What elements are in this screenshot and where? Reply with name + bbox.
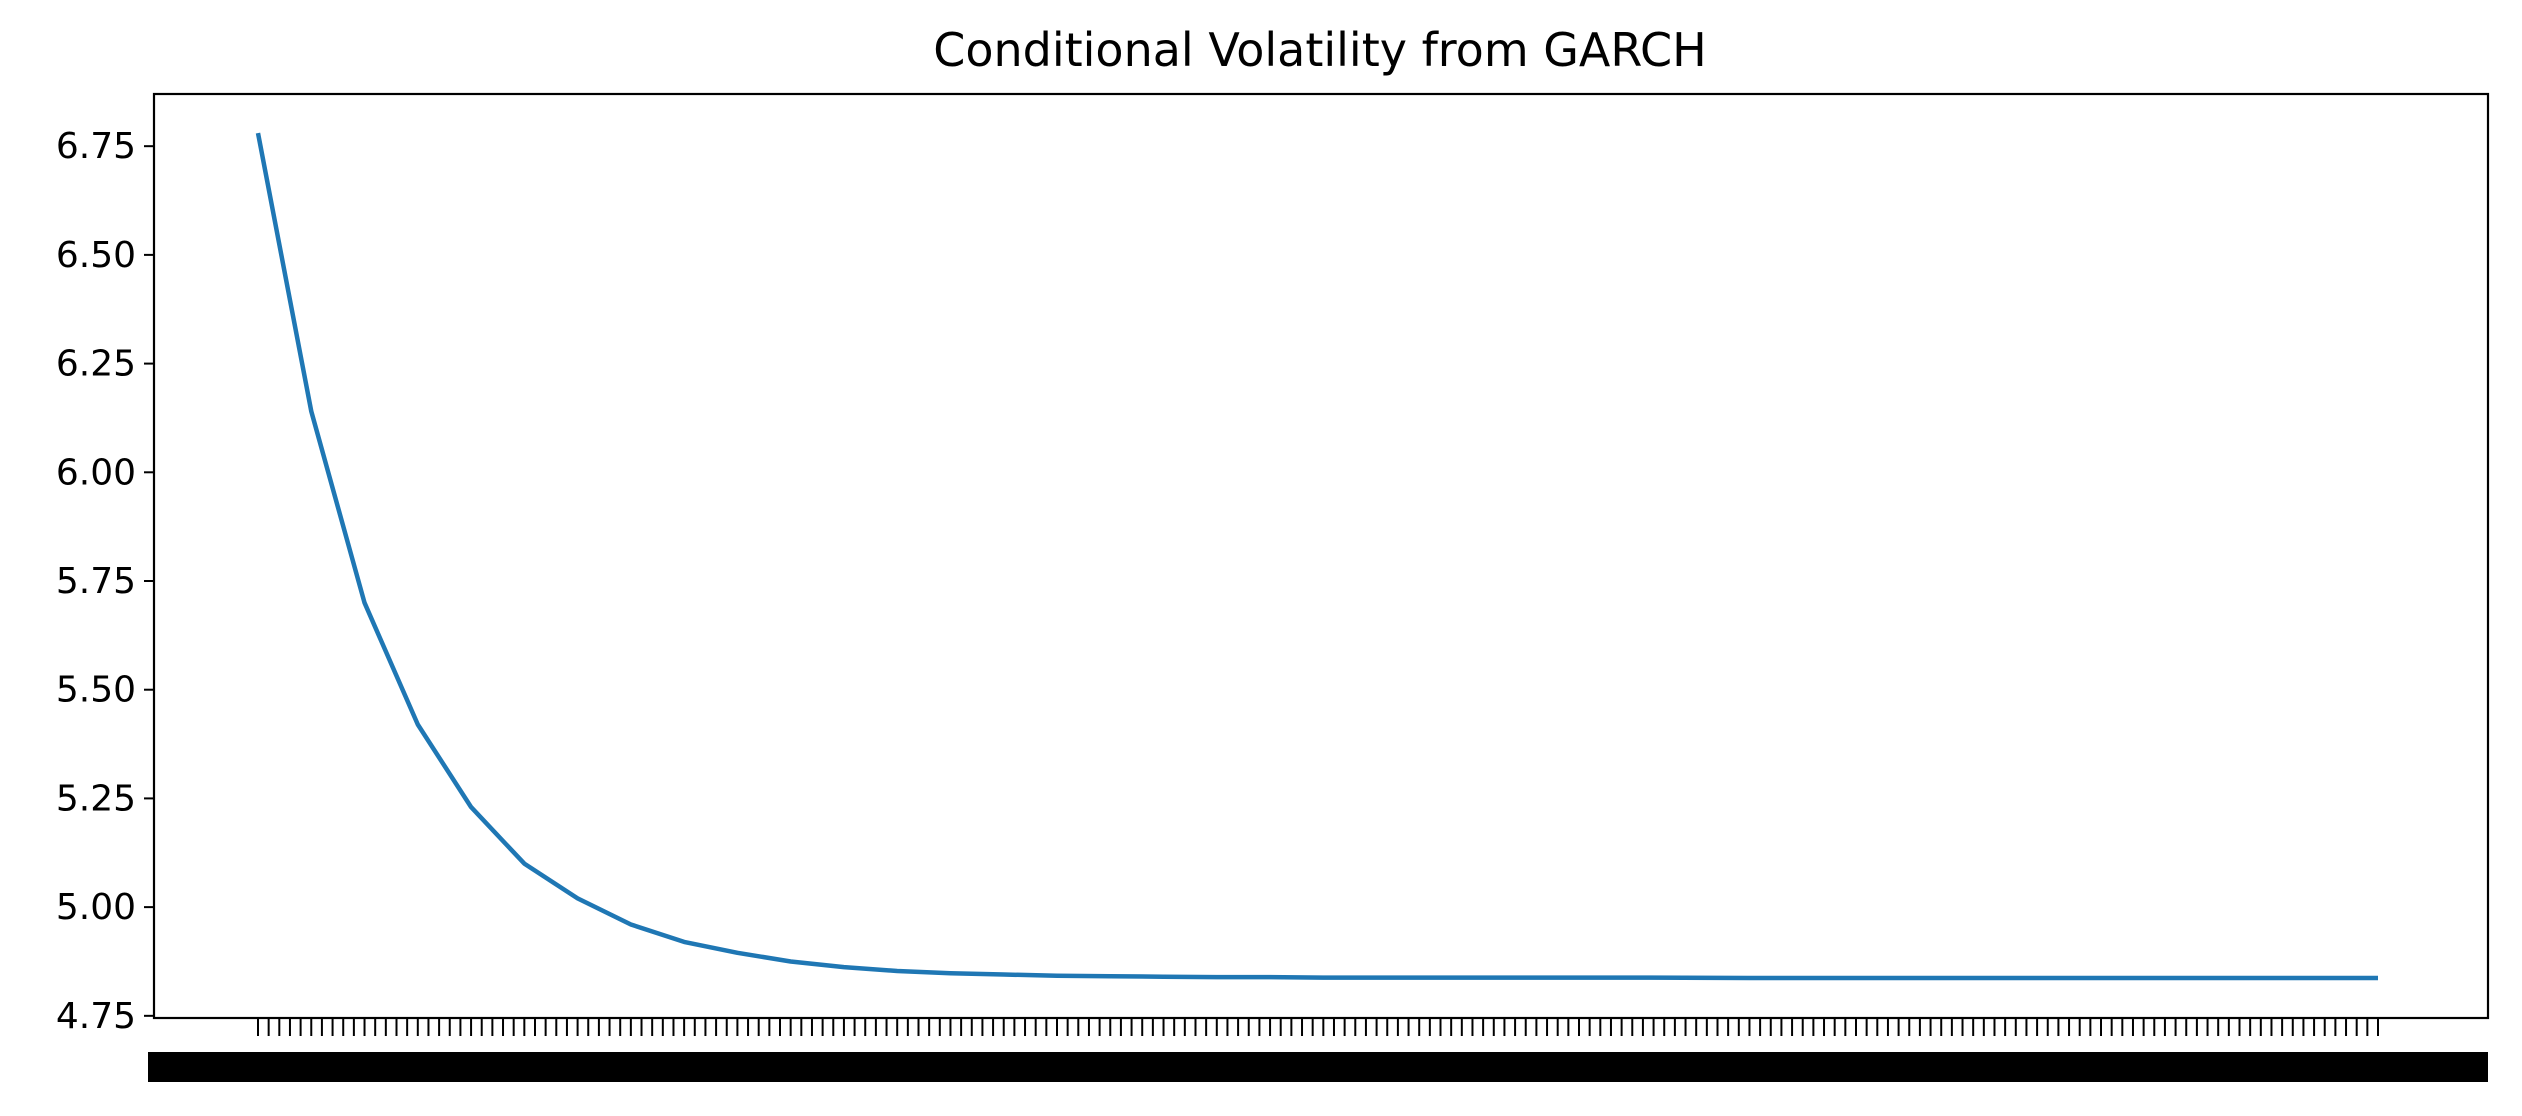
y-tick-label: 6.75 (56, 126, 136, 167)
y-tick-label: 5.00 (56, 887, 136, 928)
volatility-line (255, 132, 2378, 981)
y-tick-label: 5.50 (56, 670, 136, 711)
chart-title: Conditional Volatility from GARCH (933, 23, 1707, 77)
y-tick-label: 6.50 (56, 235, 136, 276)
y-tick-label: 4.75 (56, 996, 136, 1037)
y-tick-label: 6.25 (56, 344, 136, 385)
plot-series (255, 132, 2378, 981)
y-tick-label: 6.00 (56, 452, 136, 493)
x-axis (148, 1018, 2488, 1082)
axes-frame (152, 92, 2490, 1020)
y-tick-label: 5.75 (56, 561, 136, 602)
y-tick-label: 5.25 (56, 778, 136, 819)
y-axis: 4.75 5.00 5.25 5.50 5.75 6.00 6.25 6.50 6.75 (56, 126, 154, 1037)
x-tick-labels-overlap (148, 1052, 2488, 1082)
